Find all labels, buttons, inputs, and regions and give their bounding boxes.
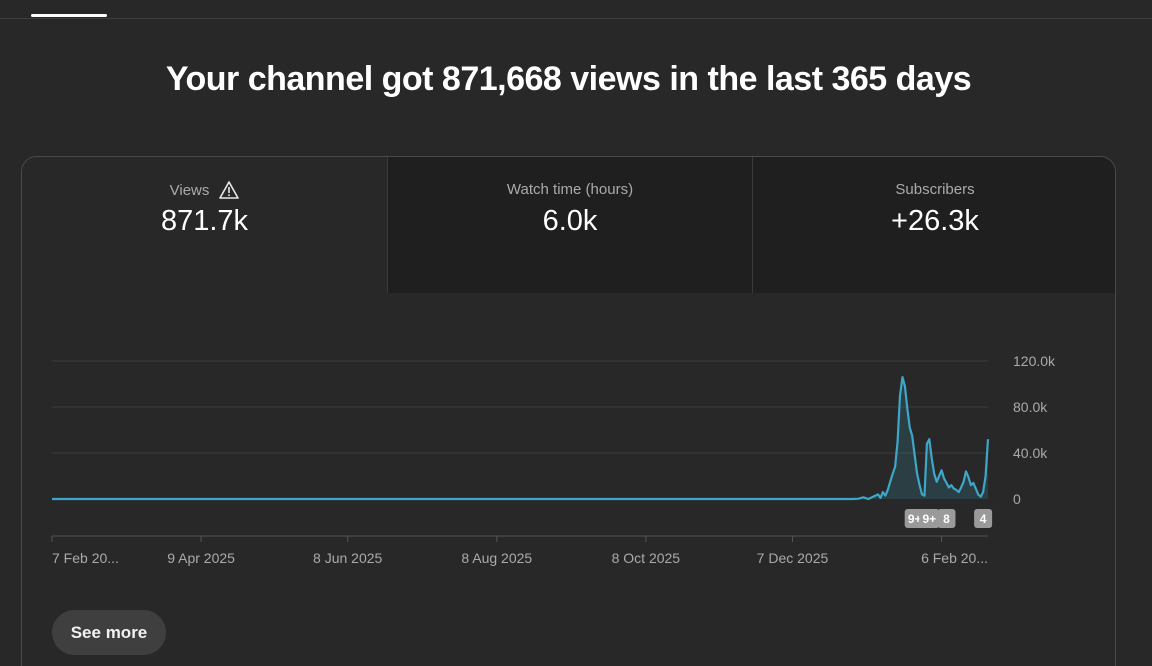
metric-watch-time-value: 6.0k — [542, 205, 598, 237]
y-tick-label: 80.0k — [1013, 399, 1048, 415]
annotation-marker-label: 4 — [980, 512, 987, 526]
x-tick-label: 7 Dec 2025 — [757, 550, 829, 566]
metric-tab-watch-time[interactable]: Watch time (hours) 6.0k — [387, 157, 752, 293]
annotation-marker — [974, 509, 993, 528]
metric-tab-subscribers[interactable]: Subscribers +26.3k — [752, 157, 1115, 293]
x-tick-label: 8 Oct 2025 — [612, 550, 681, 566]
analytics-card: Views 871.7k Watch time (hours) 6.0k Sub… — [21, 156, 1116, 666]
metric-tabs: Views 871.7k Watch time (hours) 6.0k Sub… — [22, 157, 1115, 293]
metric-tab-views[interactable]: Views 871.7k — [22, 157, 387, 293]
annotation-marker — [937, 509, 956, 528]
tabs-divider — [0, 18, 1152, 19]
annotation-marker-label: 9+ — [908, 512, 922, 526]
metric-views-label: Views — [169, 181, 210, 199]
x-tick-label: 6 Feb 20... — [921, 550, 988, 566]
see-more-button[interactable]: See more — [52, 610, 166, 655]
x-tick-label: 7 Feb 20... — [52, 550, 119, 566]
y-tick-label: 40.0k — [1013, 445, 1048, 461]
x-tick-label: 8 Jun 2025 — [313, 550, 382, 566]
x-tick-label: 8 Aug 2025 — [461, 550, 532, 566]
views-chart[interactable]: 120.0k 80.0k 40.0k 0 9+ 9+ 8 4 7 Feb 20... 9 Apr … — [0, 0, 1152, 600]
annotation-marker — [919, 509, 940, 528]
annotation-marker-label: 9+ — [923, 512, 937, 526]
warning-triangle-icon[interactable] — [219, 181, 240, 199]
metric-subscribers-value: +26.3k — [891, 205, 979, 237]
metric-subscribers-label: Subscribers — [895, 181, 975, 198]
x-tick-label: 9 Apr 2025 — [167, 550, 235, 566]
y-tick-label: 120.0k — [1013, 353, 1056, 369]
series-line — [52, 376, 990, 501]
active-tab-indicator — [31, 14, 107, 17]
y-tick-label: 0 — [1013, 491, 1021, 507]
annotation-marker-label: 8 — [943, 512, 950, 526]
metric-watch-time-label: Watch time (hours) — [506, 181, 634, 198]
metric-views-value: 871.7k — [160, 205, 249, 237]
page-headline: Your channel got 871,668 views in the la… — [165, 60, 972, 98]
series-area — [52, 377, 988, 499]
